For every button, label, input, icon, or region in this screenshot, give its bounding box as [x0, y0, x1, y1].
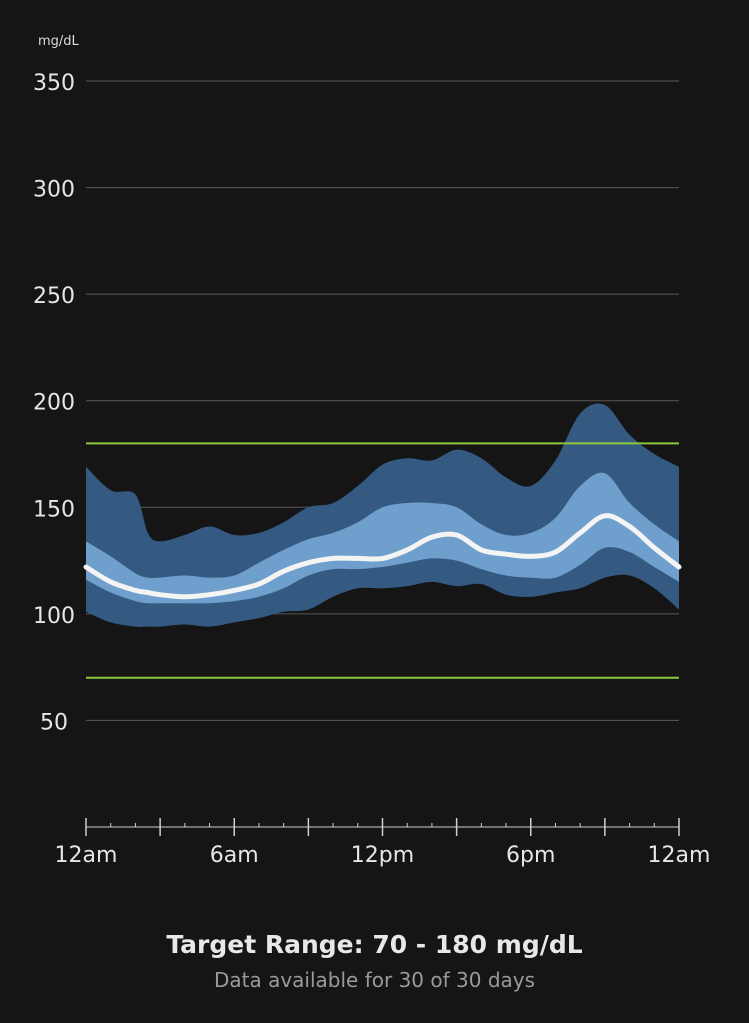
target-range-title: Target Range: 70 - 180 mg/dL [166, 930, 583, 959]
x-tick-label: 12am [648, 843, 711, 868]
inner-percentile-band [86, 472, 679, 604]
y-tick-label: 350 [33, 71, 75, 96]
x-tick-label: 12pm [351, 843, 414, 868]
y-tick-label: 100 [33, 604, 75, 629]
y-tick-label: 300 [33, 178, 75, 203]
x-tick-label: 6am [210, 843, 259, 868]
data-availability-text: Data available for 30 of 30 days [213, 968, 536, 992]
y-axis-unit-label: mg/dL [38, 34, 79, 49]
y-tick-label: 250 [33, 284, 75, 309]
y-tick-label: 50 [40, 710, 68, 735]
y-tick-label: 200 [33, 391, 75, 416]
y-tick-label: 150 [33, 497, 75, 522]
x-tick-label: 6pm [506, 843, 555, 868]
x-tick-label: 12am [55, 843, 118, 868]
median-line [83, 513, 682, 600]
